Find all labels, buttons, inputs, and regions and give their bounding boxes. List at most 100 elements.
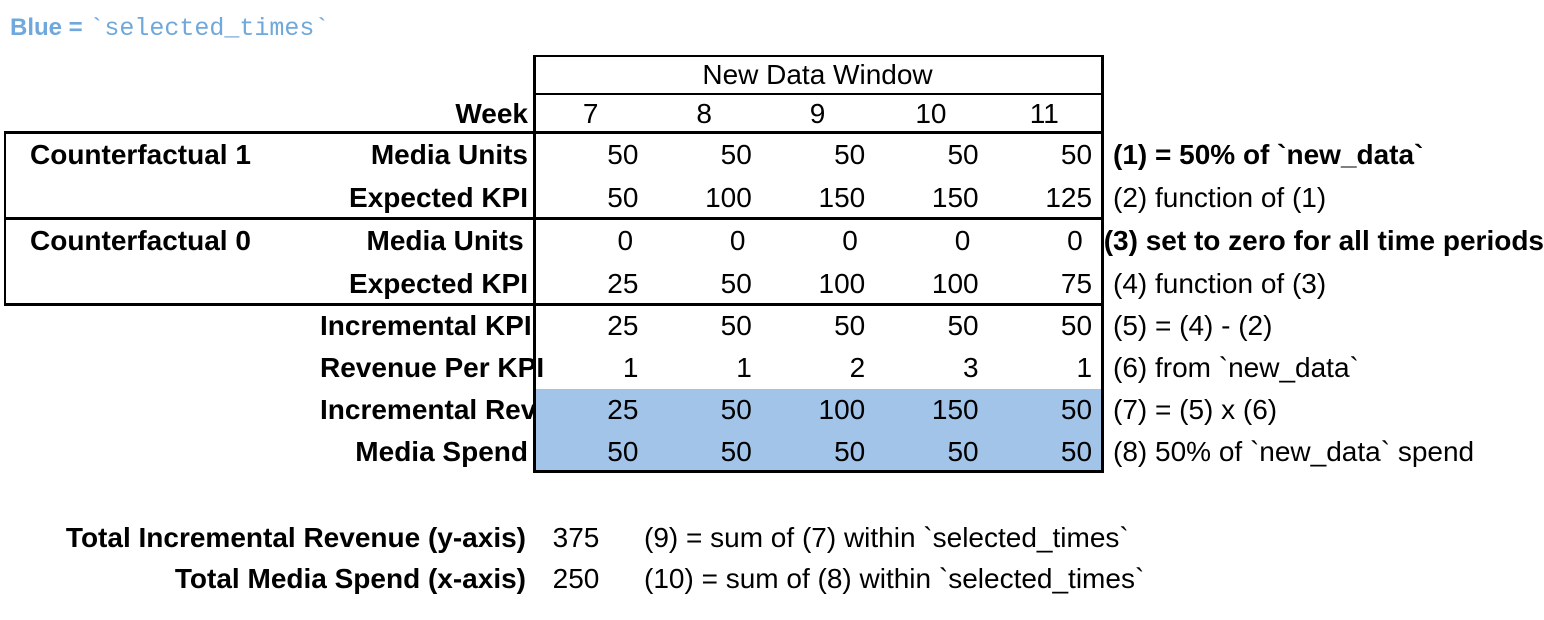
cell: 50 (720, 138, 752, 170)
week-cell: 10 (915, 98, 947, 129)
total-annotation: (10) = sum of (8) within `selected_times… (644, 562, 1145, 594)
total-label: Total Incremental Revenue (y-axis) (65, 521, 526, 553)
row-annotation: (3) set to zero for all time periods (1103, 224, 1544, 256)
cell: 1 (1076, 352, 1093, 383)
week-cells: 7 8 9 10 11 (534, 95, 1101, 133)
row-annotation: (5) = (4) - (2) (1113, 310, 1273, 341)
total-annotation: (9) = sum of (7) within `selected_times` (644, 521, 1129, 553)
row-cells-highlighted: 50 50 50 50 50 (534, 431, 1101, 473)
table-row-revenue-per-kpi: Revenue Per KPI 1 1 2 3 1 (6) from `new_… (0, 347, 1544, 389)
counterfactual-table: New Data Window Week 7 8 9 10 11 Counter… (0, 55, 1544, 473)
row-label: Media Spend (355, 436, 528, 467)
cell: 50 (607, 436, 639, 467)
cell: 0 (729, 224, 746, 256)
grid-border-right (1101, 55, 1104, 473)
grid-border-top (533, 55, 1104, 57)
cell: 150 (818, 181, 866, 213)
row-label: Incremental KPI (320, 310, 532, 341)
cell: 25 (607, 310, 639, 341)
legend-blue-selected-times: Blue = `selected_times` (10, 14, 329, 43)
cell: 50 (947, 310, 979, 341)
cf-box-left-border (4, 131, 6, 306)
row-annotation: (6) from `new_data` (1113, 352, 1359, 383)
cell: 50 (720, 310, 752, 341)
cell: 125 (1045, 181, 1093, 213)
table-row-incremental-revenue: Incremental Revenue 25 50 100 150 50 (7)… (0, 389, 1544, 431)
cell: 100 (818, 267, 866, 299)
row-cells: 50 100 150 150 125 (534, 176, 1101, 219)
row-cells: 0 0 0 0 0 (530, 219, 1092, 262)
cell: 50 (1060, 138, 1093, 170)
cf0-box-top-border (4, 217, 1104, 220)
grid-border-below-header (533, 93, 1104, 95)
legend-code: `selected_times` (89, 14, 330, 43)
cell: 1 (736, 352, 752, 383)
cell: 50 (834, 436, 866, 467)
row-label: Incremental Revenue (320, 394, 602, 425)
table-row-cf0-expected-kpi: Expected KPI 25 50 100 100 75 (4) functi… (0, 262, 1544, 305)
cell: 50 (947, 436, 979, 467)
cell: 2 (849, 352, 866, 383)
row-cells: 25 50 100 100 75 (534, 262, 1101, 305)
row-label: Expected KPI (349, 267, 528, 299)
table-row-cf0-media-units: Counterfactual 0 Media Units 0 0 0 0 0 (… (0, 219, 1544, 262)
group-label: Counterfactual 1 (30, 138, 251, 170)
cell: 150 (931, 394, 979, 425)
row-label: Revenue Per KPI (320, 352, 545, 383)
total-media-spend-row: Total Media Spend (x-axis) 250 (10) = su… (0, 558, 1544, 599)
week-label: Week (455, 98, 528, 129)
row-annotation: (1) = 50% of `new_data` (1113, 138, 1424, 170)
cell: 0 (842, 224, 858, 256)
cell: 3 (963, 352, 979, 383)
total-incremental-revenue-row: Total Incremental Revenue (y-axis) 375 (… (0, 517, 1544, 558)
cell: 50 (834, 310, 866, 341)
cell: 50 (607, 138, 639, 170)
total-value: 375 (552, 521, 600, 553)
row-cells: 25 50 50 50 50 (534, 305, 1101, 347)
week-cell: 8 (696, 98, 712, 129)
row-cells: 1 1 2 3 1 (534, 347, 1101, 389)
cell: 50 (720, 394, 752, 425)
cell: 100 (818, 394, 866, 425)
cell: 0 (1067, 224, 1083, 256)
cell: 1 (622, 352, 639, 383)
cell: 50 (1060, 394, 1093, 425)
grid-border-left (533, 55, 536, 473)
cell: 100 (931, 267, 979, 299)
cell: 25 (607, 394, 639, 425)
table-header-row: New Data Window (0, 55, 1544, 95)
cell: 100 (705, 181, 752, 213)
cell: 50 (1060, 310, 1093, 341)
row-label: Media Units (370, 138, 528, 170)
cell: 50 (720, 267, 752, 299)
cell: 75 (1060, 267, 1093, 299)
week-cell: 11 (1029, 98, 1059, 129)
cell: 150 (931, 181, 979, 213)
cell: 50 (834, 138, 866, 170)
legend-prefix: Blue = (10, 14, 90, 41)
cell: 50 (947, 138, 979, 170)
cell: 0 (617, 224, 634, 256)
row-annotation: (7) = (5) x (6) (1113, 394, 1278, 425)
row-cells-highlighted: 25 50 100 150 50 (534, 389, 1101, 431)
week-cell: 7 (582, 98, 599, 129)
row-label: Expected KPI (349, 181, 528, 213)
total-label: Total Media Spend (x-axis) (174, 562, 526, 594)
row-cells: 50 50 50 50 50 (534, 133, 1101, 176)
cell: 25 (607, 267, 639, 299)
row-annotation: (2) function of (1) (1113, 181, 1327, 213)
table-row-cf1-media-units: Counterfactual 1 Media Units 50 50 50 50… (0, 133, 1544, 176)
cf0-box-bottom-border (4, 303, 1104, 306)
cf1-box-top-border (4, 131, 1104, 134)
row-annotation: (4) function of (3) (1113, 267, 1327, 299)
new-data-window-header: New Data Window (702, 59, 933, 90)
group-label: Counterfactual 0 (30, 224, 251, 256)
total-value: 250 (552, 562, 600, 594)
cell: 50 (720, 436, 752, 467)
grid-border-bottom (533, 470, 1104, 473)
table-row-incremental-kpi: Incremental KPI 25 50 50 50 50 (5) = (4)… (0, 305, 1544, 347)
week-cell: 9 (809, 98, 826, 129)
row-label: Media Units (366, 224, 524, 256)
totals-section: Total Incremental Revenue (y-axis) 375 (… (0, 517, 1544, 599)
table-row-cf1-expected-kpi: Expected KPI 50 100 150 150 125 (2) func… (0, 176, 1544, 219)
